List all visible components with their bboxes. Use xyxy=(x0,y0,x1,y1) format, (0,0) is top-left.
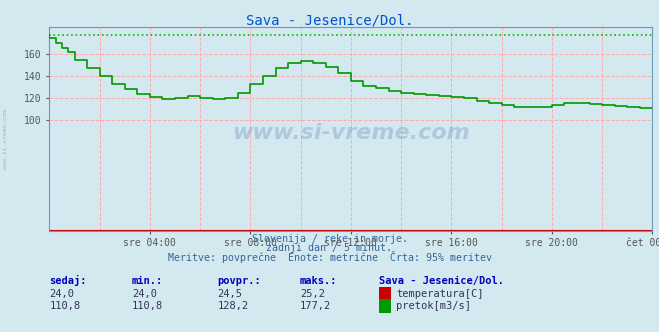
Text: temperatura[C]: temperatura[C] xyxy=(396,289,484,299)
Text: Sava - Jesenice/Dol.: Sava - Jesenice/Dol. xyxy=(379,276,504,286)
Text: 128,2: 128,2 xyxy=(217,301,248,311)
Text: 24,5: 24,5 xyxy=(217,289,243,299)
Text: pretok[m3/s]: pretok[m3/s] xyxy=(396,301,471,311)
Text: 25,2: 25,2 xyxy=(300,289,325,299)
Text: Sava - Jesenice/Dol.: Sava - Jesenice/Dol. xyxy=(246,14,413,28)
Text: 110,8: 110,8 xyxy=(132,301,163,311)
Text: povpr.:: povpr.: xyxy=(217,276,261,286)
Text: 24,0: 24,0 xyxy=(49,289,74,299)
Text: 24,0: 24,0 xyxy=(132,289,157,299)
Text: Meritve: povprečne  Enote: metrične  Črta: 95% meritev: Meritve: povprečne Enote: metrične Črta:… xyxy=(167,251,492,263)
Text: min.:: min.: xyxy=(132,276,163,286)
Text: maks.:: maks.: xyxy=(300,276,337,286)
Text: www.si-vreme.com: www.si-vreme.com xyxy=(232,123,470,143)
Text: 110,8: 110,8 xyxy=(49,301,80,311)
Text: sedaj:: sedaj: xyxy=(49,275,87,286)
Text: www.si-vreme.com: www.si-vreme.com xyxy=(3,110,8,169)
Text: zadnji dan / 5 minut.: zadnji dan / 5 minut. xyxy=(266,243,393,253)
Text: 177,2: 177,2 xyxy=(300,301,331,311)
Text: Slovenija / reke in morje.: Slovenija / reke in morje. xyxy=(252,234,407,244)
